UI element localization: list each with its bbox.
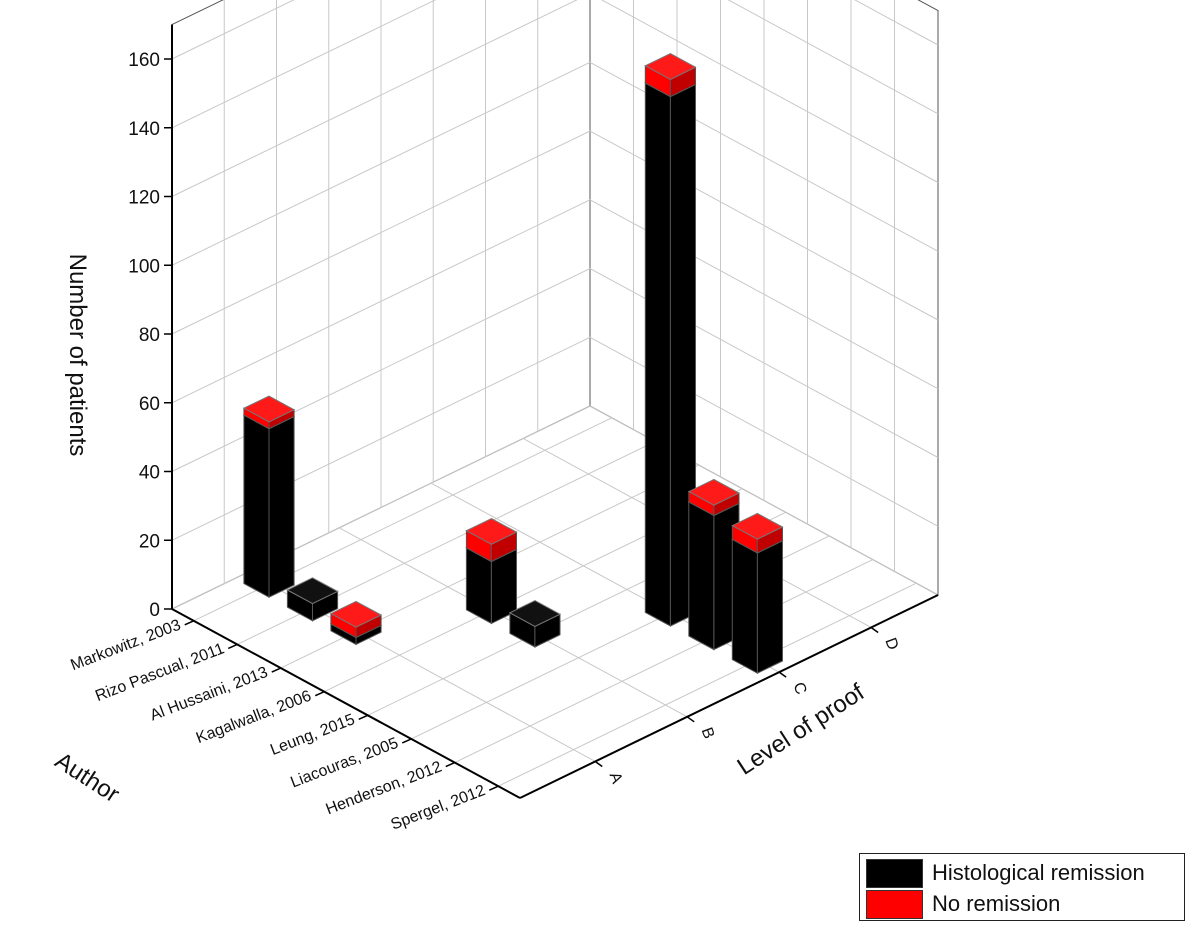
bar-histological-remission (508, 600, 562, 648)
bar-no-remission (731, 512, 784, 554)
grid-line-z (171, 336, 939, 541)
level-tick-label: C (789, 680, 809, 697)
z-tick-label: 40 (139, 463, 160, 484)
level-tick (594, 760, 603, 768)
chart-axes (171, 24, 939, 799)
z-tick-label: 60 (139, 394, 160, 415)
author-tick (227, 643, 238, 650)
legend-label: Histological remission (932, 860, 1145, 885)
bar-no-remission (644, 53, 697, 98)
bars (242, 53, 784, 675)
z-tick-label: 20 (139, 531, 160, 552)
author-tick (488, 785, 499, 791)
grid-line-z (171, 267, 939, 472)
legend: Histological remission No remission (859, 853, 1185, 921)
legend-label: No remission (932, 891, 1061, 916)
bar-histological-remission (242, 402, 296, 599)
z-tick-label: 100 (128, 256, 160, 277)
floor-grid-line (498, 582, 917, 787)
author-tick (271, 667, 282, 673)
grid-line-z (171, 405, 939, 610)
author-tick-label: Leung, 2015 (268, 711, 357, 759)
author-tick (358, 714, 369, 720)
author-tick (401, 738, 412, 744)
z-tick-label: 160 (128, 50, 160, 71)
bar-no-remission (242, 395, 296, 430)
bar-histological-remission (286, 577, 339, 622)
bar-histological-remission (644, 70, 697, 627)
author-tick (445, 761, 456, 768)
z-tick-label: 0 (149, 600, 160, 621)
grid-line-z (171, 0, 939, 197)
grid-line-z (171, 0, 939, 60)
level-tick (870, 626, 879, 634)
grid-line-z (171, 130, 939, 335)
level-tick-label: D (881, 636, 901, 653)
level-axis-line (519, 594, 939, 799)
z-tick-label: 80 (139, 325, 160, 346)
legend-swatch-black (866, 858, 923, 888)
grid-line-z (171, 199, 939, 404)
legend-entry-histological-remission: Histological remission (866, 858, 1145, 888)
floor-grid-line (454, 559, 873, 764)
z-tick-label: 140 (128, 119, 160, 140)
author-tick (184, 620, 195, 626)
y-axis-title: Author (50, 747, 124, 808)
bar-no-remission (687, 478, 741, 517)
legend-entry-no-remission: No remission (866, 889, 1060, 919)
grid-line-z (171, 61, 939, 266)
author-axis-line (171, 608, 521, 799)
author-tick (314, 691, 325, 697)
z-axis-title: Number of patients (64, 254, 91, 457)
level-tick-label: B (698, 725, 718, 741)
z-tick-label: 120 (128, 188, 160, 209)
level-tick-label: A (606, 770, 626, 786)
legend-swatch-red (866, 889, 923, 919)
level-tick (778, 671, 787, 678)
bar-no-remission (329, 600, 383, 639)
bar-no-remission (465, 517, 518, 563)
grid-line-z (171, 0, 939, 129)
level-tick (686, 716, 695, 723)
